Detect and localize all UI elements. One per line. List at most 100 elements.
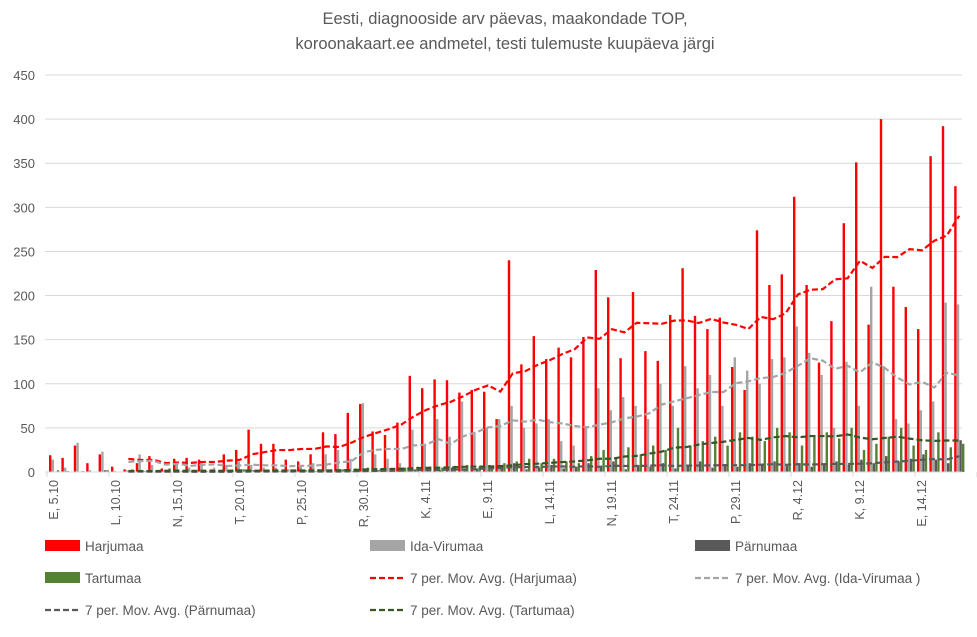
bar-tartumaa <box>304 470 308 472</box>
chart-title-line-1: Eesti, diagnooside arv päevas, maakondad… <box>322 10 688 28</box>
bar-pärnumaa <box>537 467 541 472</box>
bar-pärnumaa <box>748 463 751 472</box>
bar-tartumaa <box>404 467 407 472</box>
bar-harjumaa <box>73 445 77 472</box>
bar-tartumaa <box>875 443 878 472</box>
bar-harjumaa <box>830 321 833 472</box>
bar-harjumaa <box>197 459 201 472</box>
bar-harjumaa <box>631 292 635 472</box>
bar-harjumaa <box>173 458 176 472</box>
y-tick-label: 200 <box>13 289 35 304</box>
bar-tartumaa <box>949 447 952 472</box>
bar-pärnumaa <box>475 468 479 472</box>
bar-harjumaa <box>495 419 498 472</box>
bar-ida-virumaa <box>312 463 315 472</box>
bar-tartumaa <box>242 469 246 472</box>
bar-tartumaa <box>664 449 667 472</box>
legend-swatch <box>45 572 80 583</box>
bar-harjumaa <box>768 284 771 472</box>
bar-pärnumaa <box>438 470 441 472</box>
bar-pärnumaa <box>649 466 652 472</box>
bar-ida-virumaa <box>411 429 414 472</box>
bar-ida-virumaa <box>882 366 885 472</box>
y-tick-label: 350 <box>13 156 35 171</box>
bar-tartumaa <box>850 427 853 472</box>
bar-harjumaa <box>309 454 312 472</box>
bar-pärnumaa <box>761 464 764 472</box>
bar-pärnumaa <box>959 440 962 472</box>
bar-harjumaa <box>892 286 895 472</box>
bar-harjumaa <box>917 329 920 472</box>
bar-ida-virumaa <box>88 470 92 472</box>
bar-harjumaa <box>148 456 151 472</box>
bar-ida-virumaa <box>225 464 228 472</box>
bar-ida-virumaa <box>386 458 389 472</box>
bar-tartumaa <box>490 467 494 472</box>
bar-harjumaa <box>706 329 709 472</box>
bar-harjumaa <box>532 336 535 472</box>
bar-pärnumaa <box>451 467 454 472</box>
bar-tartumaa <box>627 447 630 472</box>
bar-pärnumaa <box>413 469 417 472</box>
moving-average-line <box>128 357 960 468</box>
moving-average-line <box>128 215 961 465</box>
bar-ida-virumaa <box>448 436 451 472</box>
bar-harjumaa <box>855 162 858 472</box>
x-tick-label: K, 4.11 <box>419 480 433 519</box>
bar-harjumaa <box>681 268 684 472</box>
bar-ida-virumaa <box>473 432 476 472</box>
bar-ida-virumaa <box>336 449 340 472</box>
bar-harjumaa <box>86 463 89 472</box>
bar-harjumaa <box>718 317 721 472</box>
bar-tartumaa <box>763 441 766 472</box>
bar-tartumaa <box>701 441 704 472</box>
bar-tartumaa <box>887 436 890 472</box>
bar-ida-virumaa <box>535 423 538 472</box>
bar-harjumaa <box>867 324 870 472</box>
bar-ida-virumaa <box>560 441 563 472</box>
bar-tartumaa <box>838 438 841 472</box>
bar-ida-virumaa <box>188 467 191 472</box>
bar-ida-virumaa <box>944 302 947 472</box>
bar-tartumaa <box>937 432 940 472</box>
bar-ida-virumaa <box>708 374 712 472</box>
bar-ida-virumaa <box>696 388 699 472</box>
x-tick-label: R, 30.10 <box>357 480 371 527</box>
x-tick-label: K, 9.12 <box>853 480 867 520</box>
bar-ida-virumaa <box>758 383 761 472</box>
bar-tartumaa <box>590 456 593 472</box>
bar-harjumaa <box>582 337 585 472</box>
bar-pärnumaa <box>785 465 789 472</box>
x-tick-label: T, 24.11 <box>667 480 681 524</box>
bar-tartumaa <box>689 445 692 472</box>
bar-pärnumaa <box>835 461 838 472</box>
bar-ida-virumaa <box>832 427 836 472</box>
bar-ida-virumaa <box>101 451 104 472</box>
y-tick-label: 300 <box>13 200 35 215</box>
x-tick-label: R, 4.12 <box>791 480 805 520</box>
bar-ida-virumaa <box>671 405 674 472</box>
bar-ida-virumaa <box>907 423 910 472</box>
legend-label: Harjumaa <box>85 539 144 554</box>
bar-tartumaa <box>738 432 742 472</box>
bar-harjumaa <box>656 360 659 472</box>
bar-ida-virumaa <box>349 458 352 472</box>
bar-harjumaa <box>135 463 139 472</box>
bar-ida-virumaa <box>510 405 513 472</box>
bar-ida-virumaa <box>138 454 141 472</box>
bar-tartumaa <box>503 463 506 472</box>
bar-pärnumaa <box>934 459 937 472</box>
bar-harjumaa <box>321 432 325 472</box>
bar-pärnumaa <box>847 464 851 472</box>
bar-ida-virumaa <box>522 427 526 472</box>
bar-ida-virumaa <box>423 445 426 472</box>
bar-harjumaa <box>445 380 449 472</box>
bar-harjumaa <box>941 126 945 473</box>
bar-tartumaa <box>652 445 655 472</box>
bar-tartumaa <box>788 432 791 472</box>
bar-harjumaa <box>61 457 64 472</box>
bar-harjumaa <box>904 307 907 472</box>
bar-ida-virumaa <box>820 374 823 472</box>
legend-label: Pärnumaa <box>735 539 798 554</box>
